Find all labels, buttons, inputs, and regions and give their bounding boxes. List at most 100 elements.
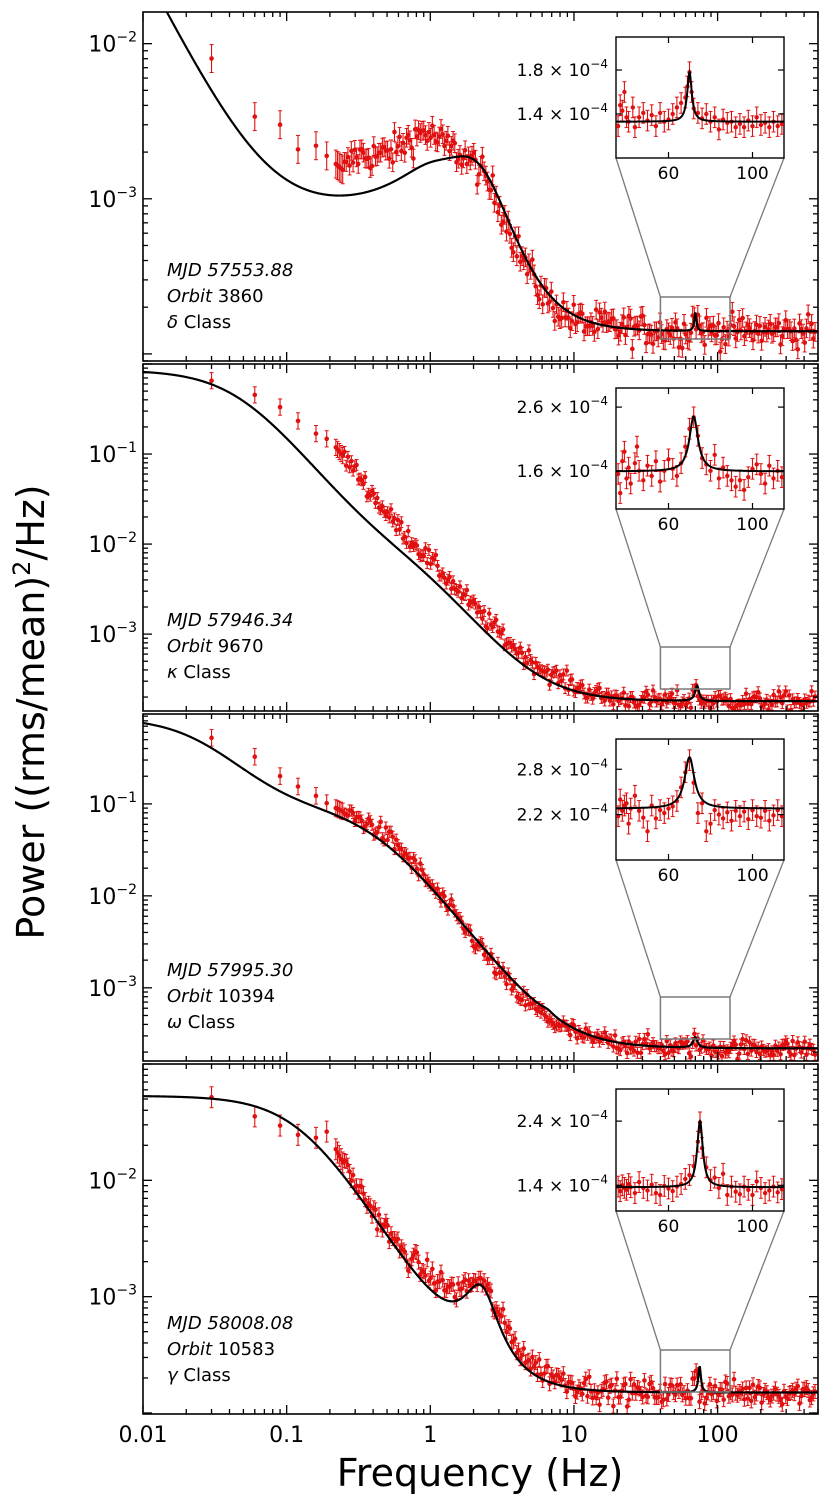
data-point: [581, 329, 587, 334]
data-point: [730, 309, 735, 315]
data-point: [443, 1288, 449, 1293]
class-label: ω Class: [167, 1012, 235, 1033]
data-point: [685, 1038, 690, 1044]
orbit-number: 3860: [218, 286, 264, 307]
data-point: [449, 143, 454, 149]
inset-data-point: [653, 123, 659, 129]
data-point: [399, 519, 404, 525]
data-point: [774, 325, 780, 330]
data-point: [492, 200, 497, 206]
y-tick-label: 10−2: [88, 530, 137, 558]
data-point: [373, 1207, 378, 1213]
data-point: [412, 857, 418, 863]
data-point: [721, 324, 726, 330]
data-point: [405, 528, 411, 534]
inset-data-point: [729, 818, 734, 823]
data-point: [277, 122, 283, 127]
inset-y-tick-base: 1.8 × 10: [517, 61, 591, 81]
data-point: [502, 974, 508, 979]
data-point: [395, 1236, 401, 1242]
data-point: [523, 654, 528, 660]
data-point: [388, 506, 394, 512]
data-point: [374, 153, 380, 159]
data-point: [313, 431, 319, 436]
data-point: [519, 997, 525, 1003]
data-point: [493, 1306, 499, 1311]
inset-data-point: [620, 108, 625, 113]
data-point: [473, 1278, 478, 1284]
data-point: [574, 1036, 580, 1041]
data-point: [295, 418, 301, 424]
inset-data-point: [750, 123, 755, 129]
data-point: [733, 336, 739, 341]
data-point: [717, 349, 723, 354]
inset-data-point: [636, 808, 642, 814]
inset-data-point: [626, 821, 631, 826]
data-point: [452, 140, 458, 146]
inset-data-point: [670, 804, 675, 809]
inset-data-point: [628, 481, 633, 486]
data-point: [354, 1183, 359, 1189]
data-point: [362, 474, 368, 480]
data-point: [368, 1203, 373, 1209]
inset-data-point: [771, 813, 776, 818]
y-tick-label: 10−3: [88, 185, 137, 213]
inset-y-tick-exponent: −4: [590, 57, 608, 71]
data-point: [324, 153, 329, 159]
y-tick-exponent: −1: [116, 790, 137, 806]
data-point: [524, 660, 530, 666]
data-point: [714, 332, 720, 338]
data-point: [719, 1053, 725, 1059]
inset-data-point: [720, 816, 726, 821]
class-symbol: κ: [167, 662, 183, 683]
inset-data-point: [754, 115, 759, 120]
data-point: [769, 702, 775, 708]
inset-y-tick-base: 1.6 × 10: [517, 462, 591, 482]
inset-data-point: [666, 457, 671, 462]
inset-y-tick-exponent: −4: [590, 101, 608, 115]
data-point: [385, 837, 390, 843]
inset-data-point: [620, 808, 625, 814]
inset-data-point: [636, 115, 642, 120]
inset-data-point: [641, 110, 646, 116]
orbit-number: 10394: [218, 986, 275, 1007]
data-point: [674, 325, 680, 331]
inset-y-tick-exponent: −4: [590, 458, 608, 472]
y-tick-base: 10: [88, 977, 116, 1002]
inset-data-point: [779, 474, 784, 480]
data-point: [438, 126, 444, 132]
data-point: [804, 326, 809, 331]
data-point: [416, 1259, 421, 1265]
data-point: [440, 1277, 446, 1283]
data-point: [757, 1051, 763, 1057]
inset-data-point: [616, 123, 621, 129]
inset-data-point: [754, 813, 759, 819]
data-point: [209, 735, 214, 741]
data-point: [638, 1050, 644, 1056]
data-point: [277, 404, 283, 410]
data-point: [350, 810, 356, 816]
data-point: [343, 463, 349, 468]
inset-data-point: [725, 810, 730, 815]
data-point: [277, 1123, 283, 1128]
plot-area: [143, 1086, 818, 1414]
data-point: [433, 1288, 439, 1293]
model-curve: [143, 370, 818, 703]
inset-data-point: [624, 476, 629, 481]
model-curve: [165, 12, 818, 333]
plot-area: [143, 721, 818, 1061]
data-point: [343, 159, 349, 165]
data-point: [742, 701, 747, 707]
data-point: [673, 1041, 678, 1046]
data-point: [533, 284, 539, 289]
data-point: [395, 517, 401, 523]
orbit-number: 9670: [218, 636, 264, 657]
data-point: [354, 155, 359, 160]
inset-data-point: [657, 807, 663, 813]
data-point: [405, 132, 411, 138]
data-point: [809, 688, 814, 694]
zoom-box: [659, 996, 731, 1040]
